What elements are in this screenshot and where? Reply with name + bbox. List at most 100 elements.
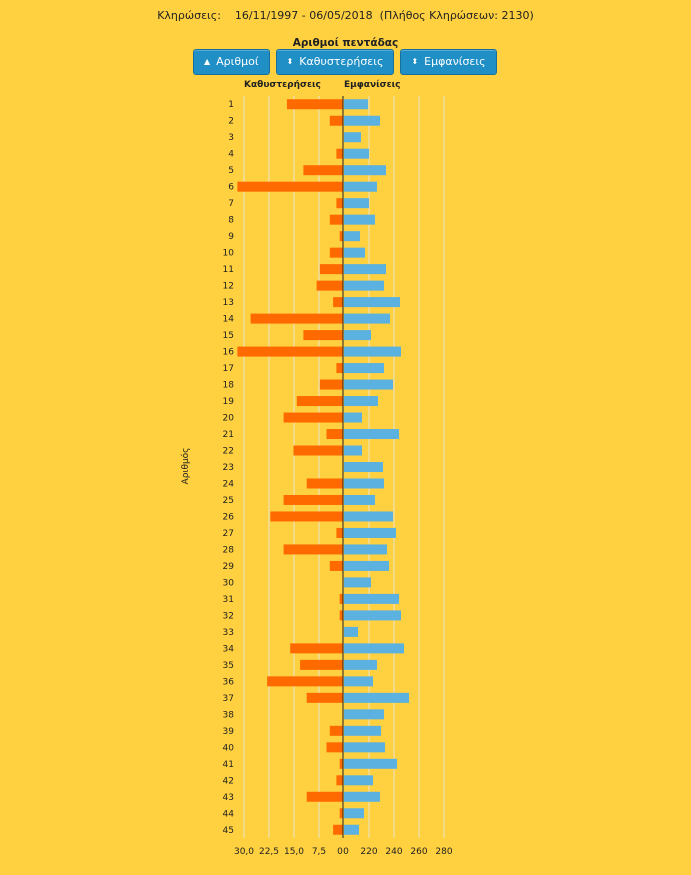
delay-bar[interactable] — [283, 412, 343, 423]
category-label: 18 — [223, 381, 235, 391]
appearance-bar[interactable] — [344, 165, 386, 176]
delay-bar[interactable] — [339, 231, 343, 242]
delay-bar[interactable] — [336, 527, 343, 538]
appearance-bar[interactable] — [344, 610, 401, 621]
delay-bar[interactable] — [333, 824, 343, 835]
delay-bar[interactable] — [339, 610, 343, 621]
appearance-bar[interactable] — [344, 231, 360, 242]
appearance-bar[interactable] — [344, 132, 361, 143]
delay-bar[interactable] — [270, 511, 343, 522]
delay-bar[interactable] — [306, 478, 343, 489]
appearance-bar[interactable] — [344, 445, 362, 456]
delay-bar[interactable] — [329, 115, 343, 126]
appearance-bar[interactable] — [344, 115, 380, 126]
appearance-bar[interactable] — [344, 824, 359, 835]
category-label: 12 — [223, 282, 234, 292]
appearance-bar[interactable] — [344, 692, 409, 703]
delay-bar[interactable] — [319, 379, 343, 390]
delay-bar[interactable] — [283, 494, 343, 505]
appearance-bar[interactable] — [344, 363, 384, 374]
sort-by-number-button[interactable]: ▲ Αριθμοί — [193, 49, 270, 75]
delay-bar[interactable] — [329, 247, 343, 258]
delay-bar[interactable] — [303, 330, 343, 341]
x-tick-label-right: 240 — [385, 847, 402, 857]
delay-bar[interactable] — [329, 725, 343, 736]
appearance-bar[interactable] — [344, 412, 362, 423]
category-label: 16 — [223, 348, 235, 358]
appearance-bar[interactable] — [344, 791, 380, 802]
appearance-bar[interactable] — [344, 494, 375, 505]
appearance-bar[interactable] — [344, 99, 368, 110]
delay-bar[interactable] — [339, 593, 343, 604]
category-label: 2 — [228, 117, 234, 127]
delay-bar[interactable] — [333, 297, 343, 308]
appearance-bar[interactable] — [344, 593, 399, 604]
appearance-bar[interactable] — [344, 280, 384, 291]
appearance-bar[interactable] — [344, 396, 378, 407]
appearance-bar[interactable] — [344, 214, 375, 225]
appearance-bar[interactable] — [344, 429, 399, 440]
delay-bar[interactable] — [316, 280, 343, 291]
sort-by-delay-button[interactable]: ⬍ Καθυστερήσεις — [275, 49, 395, 75]
category-label: 23 — [223, 463, 234, 473]
appearance-bar[interactable] — [344, 676, 373, 687]
appearance-bar[interactable] — [344, 808, 364, 819]
delay-bar[interactable] — [306, 791, 343, 802]
appearance-bar[interactable] — [344, 313, 390, 324]
delay-bar[interactable] — [296, 396, 343, 407]
x-tick-label-right: 260 — [410, 847, 427, 857]
delay-bar[interactable] — [293, 445, 344, 456]
x-tick-label-left: 30,0 — [234, 847, 254, 857]
appearance-bar[interactable] — [344, 643, 404, 654]
appearance-bar[interactable] — [344, 198, 369, 209]
delay-bar[interactable] — [326, 429, 344, 440]
delay-bar[interactable] — [250, 313, 343, 324]
draw-range-header: Κληρώσεις: 16/11/1997 - 06/05/2018 (Πλήθ… — [0, 9, 691, 22]
total-draws: (Πλήθος Κληρώσεων: 2130) — [379, 9, 534, 22]
appearance-bar[interactable] — [344, 148, 369, 159]
delay-bar[interactable] — [303, 165, 343, 176]
appearance-bar[interactable] — [344, 527, 396, 538]
appearance-bar[interactable] — [344, 379, 393, 390]
appearance-bar[interactable] — [344, 478, 384, 489]
delay-bar[interactable] — [290, 643, 343, 654]
appearance-bar[interactable] — [344, 742, 385, 753]
appearance-bar[interactable] — [344, 346, 401, 357]
sort-by-appearances-button[interactable]: ⬍ Εμφανίσεις — [400, 49, 497, 75]
appearance-bar[interactable] — [344, 264, 386, 275]
delay-bar[interactable] — [336, 148, 343, 159]
appearance-bar[interactable] — [344, 247, 365, 258]
delay-bar[interactable] — [319, 264, 343, 275]
appearance-bar[interactable] — [344, 758, 397, 769]
delay-bar[interactable] — [326, 742, 344, 753]
appearance-bar[interactable] — [344, 330, 371, 341]
appearance-bar[interactable] — [344, 775, 373, 786]
delay-bar[interactable] — [306, 692, 343, 703]
category-label: 5 — [228, 166, 234, 176]
delay-bar[interactable] — [336, 775, 343, 786]
appearance-bar[interactable] — [344, 181, 377, 192]
appearance-bar[interactable] — [344, 560, 389, 571]
appearance-bar[interactable] — [344, 626, 358, 637]
delay-bar[interactable] — [237, 181, 343, 192]
appearance-bar[interactable] — [344, 577, 371, 588]
delay-bar[interactable] — [336, 198, 343, 209]
delay-bar[interactable] — [329, 560, 343, 571]
delay-bar[interactable] — [267, 676, 343, 687]
appearance-bar[interactable] — [344, 462, 383, 472]
appearance-bar[interactable] — [344, 659, 377, 670]
delay-bar[interactable] — [237, 346, 343, 357]
appearance-bar[interactable] — [344, 709, 384, 720]
delay-bar[interactable] — [283, 544, 343, 555]
delay-bar[interactable] — [329, 214, 343, 225]
appearance-bar[interactable] — [344, 511, 393, 522]
appearance-bar[interactable] — [344, 725, 381, 736]
category-label: 8 — [228, 216, 234, 226]
delay-bar[interactable] — [339, 808, 343, 819]
delay-bar[interactable] — [336, 363, 343, 374]
delay-bar[interactable] — [300, 659, 343, 670]
delay-bar[interactable] — [286, 99, 343, 110]
appearance-bar[interactable] — [344, 544, 387, 555]
appearance-bar[interactable] — [344, 297, 400, 308]
delay-bar[interactable] — [339, 758, 343, 769]
